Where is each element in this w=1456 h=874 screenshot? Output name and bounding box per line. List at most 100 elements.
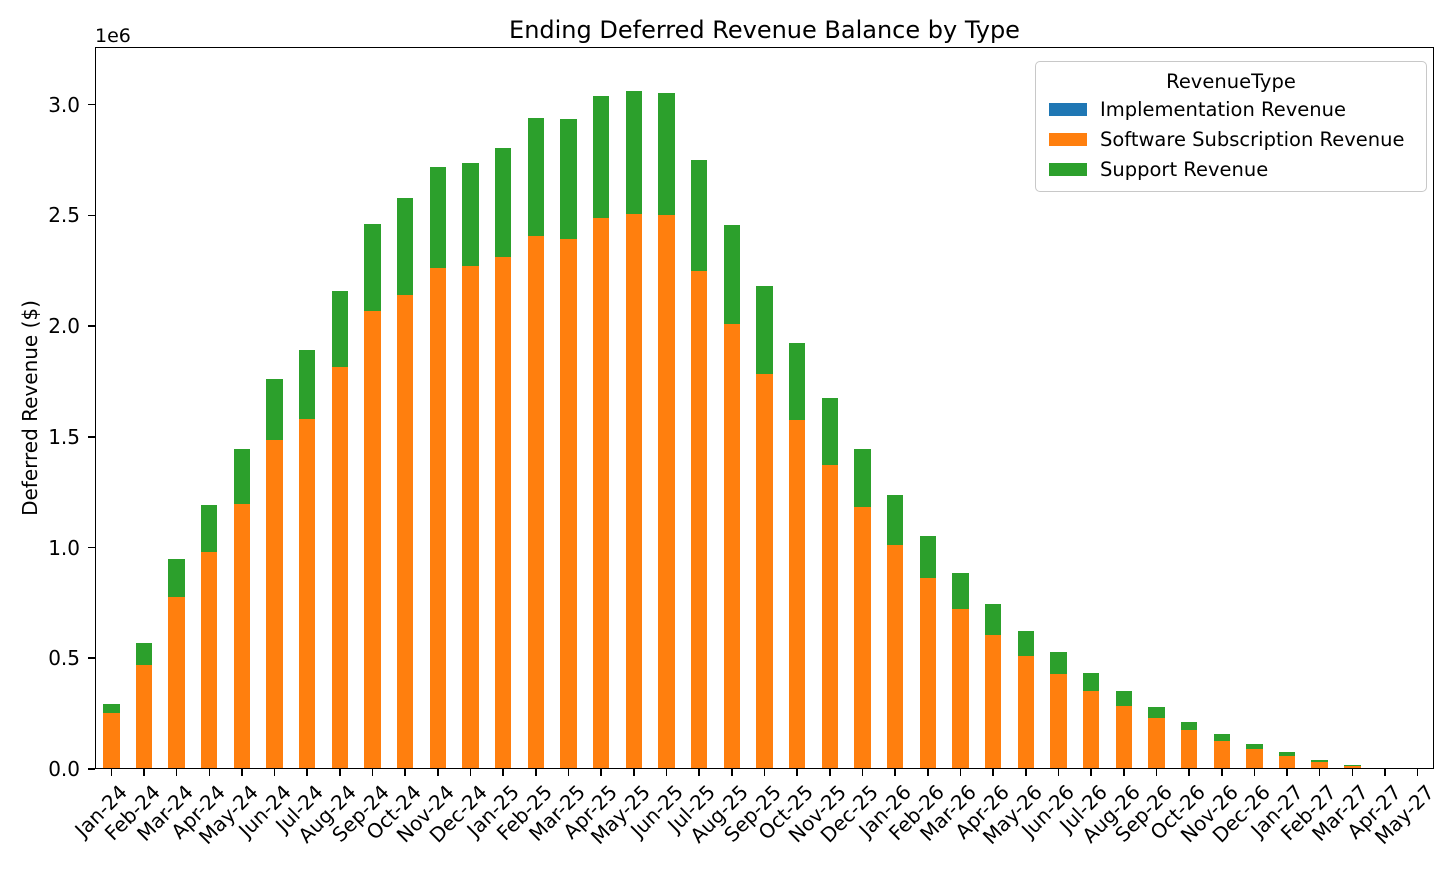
bar-segment-software-subscription [919, 578, 936, 769]
bar-segment-support [723, 224, 741, 324]
y-tick-label: 2.0 [48, 314, 80, 339]
y-tick-label: 0.0 [48, 757, 80, 781]
bar-segment-software-subscription [788, 420, 806, 769]
x-tick [992, 769, 994, 776]
legend: RevenueType Implementation Revenue Softwa… [1035, 61, 1427, 192]
bar-segment-software-subscription [952, 609, 969, 769]
y-tick-label: 0.5 [48, 646, 80, 671]
support-swatch [1049, 162, 1087, 176]
legend-label: Software Subscription Revenue [1100, 127, 1405, 151]
x-tick [1351, 769, 1354, 776]
x-tick [1220, 769, 1223, 776]
x-tick [796, 769, 798, 776]
bar-segment-software-subscription [201, 551, 218, 769]
bar-segment-software-subscription [168, 596, 185, 769]
bar-segment-support [331, 290, 349, 368]
legend-entry: Support Revenue [1036, 154, 1426, 184]
bar-segment-support [756, 286, 773, 374]
x-tick [273, 769, 276, 776]
legend-entry: Software Subscription Revenue [1036, 124, 1426, 154]
x-tick [926, 769, 929, 776]
bar-segment-support [1050, 651, 1067, 674]
x-tick [371, 769, 374, 776]
y-tick [88, 214, 95, 217]
bar-segment-support [560, 118, 577, 239]
bar-segment-support [299, 349, 316, 420]
x-tick [437, 769, 439, 776]
x-tick [175, 769, 178, 776]
x-tick [535, 769, 537, 776]
x-tick [763, 769, 766, 776]
bar-segment-software-subscription [854, 506, 871, 769]
y-tick-label: 1.5 [48, 424, 80, 449]
bar-segment-support [364, 224, 381, 311]
bar-segment-software-subscription [1017, 656, 1034, 769]
bar-segment-software-subscription [756, 373, 773, 769]
bar-segment-support [690, 159, 708, 271]
x-tick [1188, 769, 1190, 776]
x-tick [339, 769, 341, 776]
bar-segment-support [462, 163, 479, 266]
bar-segment-software-subscription [1148, 718, 1165, 769]
bar-segment-software-subscription [1311, 762, 1328, 769]
bar-segment-software-subscription [1344, 766, 1361, 769]
x-tick [469, 769, 472, 776]
x-tick [829, 769, 831, 776]
y-axis-offset-text: 1e6 [95, 25, 131, 47]
bar-segment-support [1180, 721, 1198, 730]
y-tick-label: 3.0 [48, 92, 80, 117]
bar-segment-support [788, 343, 806, 421]
x-tick [665, 769, 668, 776]
x-tick [698, 769, 700, 776]
bar-segment-software-subscription [625, 214, 643, 769]
software-subscription-swatch [1049, 132, 1087, 146]
x-tick [502, 769, 505, 776]
x-tick [1122, 769, 1125, 776]
bar-segment-support [429, 167, 447, 269]
bar-segment-support [495, 148, 512, 258]
bar-segment-software-subscription [1180, 730, 1198, 769]
bar-segment-software-subscription [397, 295, 414, 769]
x-tick [600, 769, 602, 776]
bar-segment-software-subscription [1213, 741, 1230, 769]
bar-segment-support [1115, 691, 1132, 707]
bar-segment-support [201, 504, 218, 552]
bar-segment-support [984, 604, 1002, 635]
bar-segment-software-subscription [429, 268, 447, 769]
legend-label: Support Revenue [1100, 157, 1269, 181]
bar-segment-support [233, 449, 251, 505]
bar-segment-support [527, 118, 545, 236]
bar-segment-software-subscription [266, 440, 283, 769]
x-tick [110, 769, 113, 776]
x-tick [894, 769, 896, 776]
y-tick-label: 1.0 [48, 535, 80, 560]
bar-segment-support [1148, 706, 1165, 719]
chart-title: Ending Deferred Revenue Balance by Type [509, 16, 1020, 44]
bar-segment-support [397, 198, 414, 296]
bar-segment-support [1246, 743, 1263, 750]
bar-segment-support [266, 378, 283, 441]
bar-segment-support [593, 96, 610, 218]
x-tick [143, 769, 145, 776]
x-tick [208, 769, 211, 776]
x-tick [1416, 769, 1419, 776]
x-tick [1057, 769, 1060, 776]
y-tick [88, 103, 95, 106]
bar-segment-software-subscription [1246, 749, 1263, 769]
bar-segment-software-subscription [593, 217, 610, 769]
bar-segment-software-subscription [233, 504, 251, 769]
bar-segment-support [658, 92, 675, 215]
bar-segment-software-subscription [103, 712, 120, 769]
legend-label: Implementation Revenue [1100, 97, 1346, 121]
bar-segment-software-subscription [1278, 756, 1296, 769]
bar-segment-support [886, 494, 904, 545]
bar-segment-software-subscription [462, 265, 479, 769]
x-tick [1253, 769, 1256, 776]
bar-segment-support [1017, 630, 1034, 657]
x-tick [1286, 769, 1288, 776]
x-tick [861, 769, 864, 776]
bar-segment-software-subscription [723, 323, 741, 769]
y-tick-label: 2.5 [48, 203, 80, 228]
legend-entry: Implementation Revenue [1036, 94, 1426, 124]
